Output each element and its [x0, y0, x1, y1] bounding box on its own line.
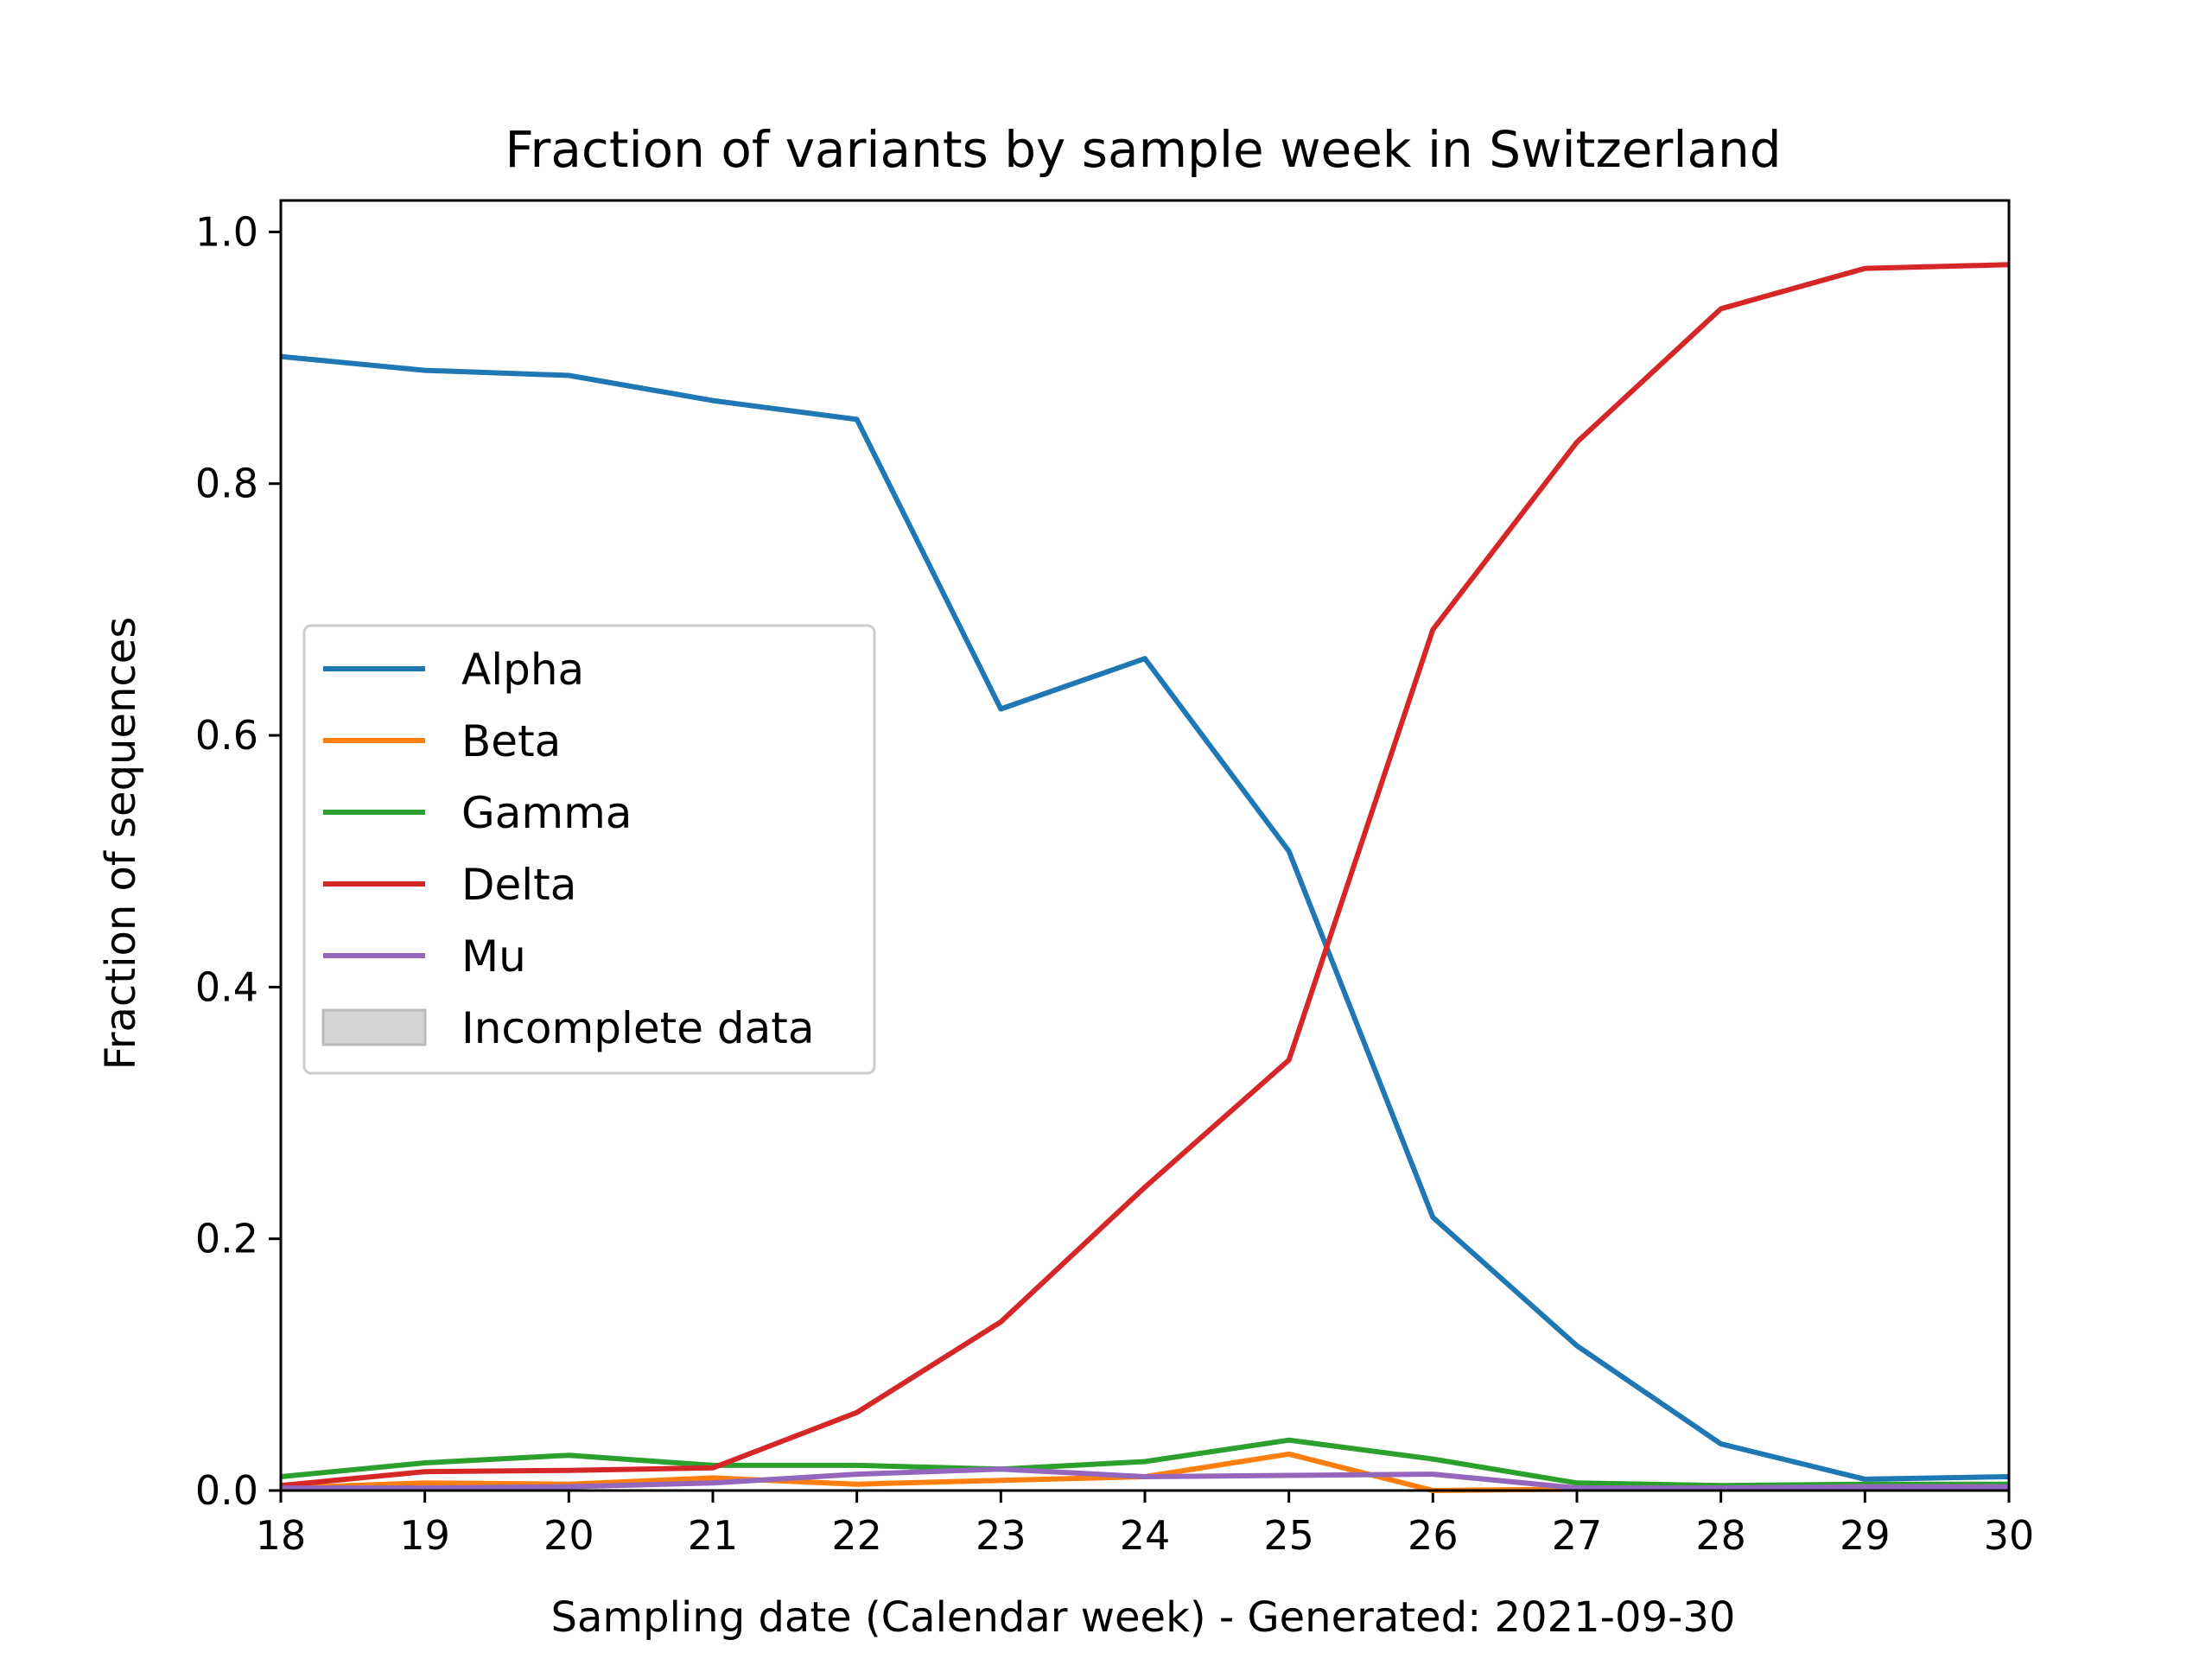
y-tick-label: 0.0: [195, 1467, 258, 1514]
x-tick-label: 26: [1408, 1512, 1459, 1559]
legend-label-alpha: Alpha: [461, 645, 584, 695]
x-tick-label: 27: [1552, 1512, 1603, 1559]
legend-label-mu: Mu: [461, 931, 526, 982]
chart-title: Fraction of variants by sample week in S…: [505, 120, 1781, 179]
x-tick-label: 30: [1984, 1512, 2035, 1559]
series-line-mu: [281, 1466, 2009, 1491]
y-axis: 0.0 0.2 0.4 0.6 0.8 1.0: [195, 208, 281, 1514]
x-axis-label: Sampling date (Calendar week) - Generate…: [551, 1593, 1736, 1642]
y-axis-label: Fraction of sequences: [97, 617, 145, 1071]
x-tick-label: 25: [1263, 1512, 1314, 1559]
x-tick-label: 20: [543, 1512, 594, 1559]
legend-swatch-incomplete-data: [321, 1008, 427, 1046]
series-lines: [280, 262, 2010, 1493]
x-tick-label: 18: [256, 1512, 307, 1559]
y-tick-label: 0.4: [195, 963, 258, 1010]
y-tick-label: 0.8: [195, 461, 258, 507]
legend-label-beta: Beta: [461, 716, 561, 766]
legend: Alpha Beta Gamma Delta Mu Incomplete data: [302, 624, 876, 1075]
axes-frame: [279, 199, 2011, 1492]
legend-label-delta: Delta: [461, 860, 576, 910]
series-line-delta: [280, 262, 2010, 1489]
x-tick-label: 29: [1840, 1512, 1891, 1559]
x-tick-label: 24: [1120, 1512, 1171, 1559]
x-tick-label: 21: [688, 1512, 739, 1559]
legend-label-incomplete-data: Incomplete data: [461, 1003, 815, 1053]
x-tick-label: 23: [976, 1512, 1027, 1559]
x-axis: 18 19 20 21 22 23 24 25 26 27 28 29 30: [256, 1491, 2035, 1559]
x-tick-label: 22: [831, 1512, 882, 1559]
y-tick-label: 0.2: [195, 1216, 258, 1262]
y-tick-label: 0.6: [195, 712, 258, 759]
series-line-alpha: [280, 353, 2010, 1482]
y-tick-label: 1.0: [195, 208, 258, 255]
legend-label-gamma: Gamma: [461, 788, 632, 838]
x-tick-label: 19: [399, 1512, 450, 1559]
x-tick-label: 28: [1695, 1512, 1746, 1559]
legend-box: [302, 624, 876, 1075]
